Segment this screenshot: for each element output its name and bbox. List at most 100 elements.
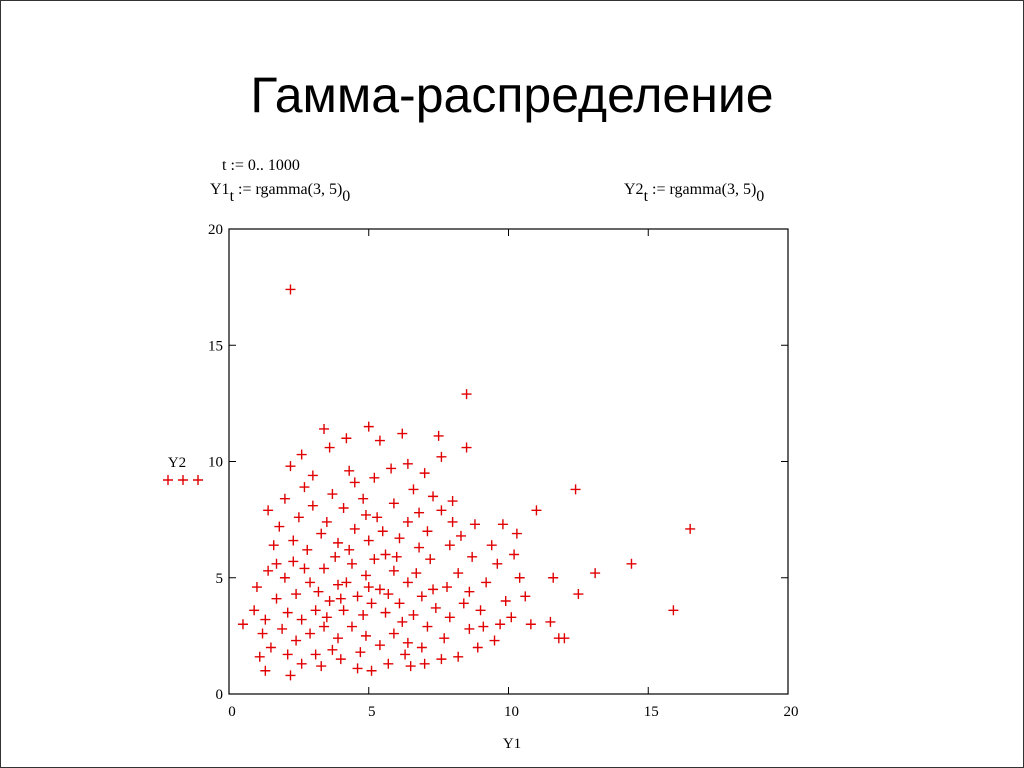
point [402, 458, 413, 469]
point [341, 577, 352, 588]
point [346, 558, 357, 569]
point [374, 435, 385, 446]
x-axis-label: Y1 [503, 736, 521, 752]
point [428, 584, 439, 595]
point [324, 596, 335, 606]
point [500, 596, 511, 606]
point [377, 526, 388, 537]
point [274, 521, 285, 532]
point [419, 468, 430, 479]
point [366, 665, 377, 676]
point [279, 572, 290, 583]
point [265, 642, 276, 653]
point [288, 556, 299, 567]
point [260, 614, 271, 625]
legend-marker [178, 475, 188, 485]
point [461, 442, 472, 453]
point [447, 496, 458, 507]
point [419, 658, 430, 669]
point [366, 598, 377, 609]
point [291, 635, 302, 646]
point [313, 586, 324, 597]
point [360, 570, 371, 581]
point [282, 649, 293, 660]
point [408, 609, 419, 620]
point [237, 619, 248, 630]
point [397, 428, 408, 439]
point [495, 619, 506, 630]
point [363, 535, 374, 546]
point [388, 498, 399, 509]
point [433, 430, 444, 441]
point [279, 493, 290, 504]
point [531, 505, 542, 516]
point [525, 619, 536, 630]
point [346, 621, 357, 632]
point [467, 551, 478, 562]
point [363, 421, 374, 432]
point [369, 472, 380, 483]
point [464, 586, 475, 597]
point [442, 582, 453, 593]
point [453, 651, 464, 662]
point [545, 616, 556, 627]
point [341, 433, 352, 444]
point [352, 591, 363, 602]
formula-index: t [644, 188, 649, 205]
point [291, 589, 302, 600]
point [310, 605, 321, 616]
point [436, 451, 447, 462]
point [668, 605, 679, 616]
point [335, 654, 346, 665]
point [277, 623, 288, 634]
point [461, 389, 472, 400]
formula-index: 0 [342, 188, 350, 205]
point [327, 489, 338, 500]
point [455, 530, 466, 541]
point [548, 572, 559, 583]
point [590, 568, 601, 579]
point [430, 602, 441, 613]
legend-marker [193, 475, 203, 485]
point [321, 612, 332, 623]
point [249, 605, 260, 616]
point [358, 493, 369, 504]
point [319, 621, 330, 632]
point [436, 654, 447, 665]
point [458, 598, 469, 609]
point [464, 623, 475, 634]
point [626, 558, 637, 569]
point [383, 658, 394, 669]
point [369, 554, 380, 565]
point [374, 584, 385, 595]
point [489, 635, 500, 646]
formula: Y1t := rgamma(3, 5)0 [210, 181, 350, 205]
point [293, 512, 304, 523]
formula-text: := rgamma(3, 5) [234, 181, 342, 198]
point [402, 577, 413, 588]
point [307, 500, 318, 511]
y-tick-label: 15 [208, 338, 223, 354]
formula: Y2t := rgamma(3, 5)0 [624, 181, 764, 205]
point [486, 540, 497, 551]
formula-text: t := 0.. 1000 [222, 157, 300, 174]
point [360, 509, 371, 520]
point [263, 565, 274, 576]
point [416, 642, 427, 653]
point [414, 542, 425, 553]
point [408, 484, 419, 495]
point [397, 616, 408, 627]
point [497, 519, 508, 530]
point [511, 528, 522, 539]
point [338, 503, 349, 513]
point [257, 628, 268, 639]
point [296, 658, 307, 669]
point [475, 605, 486, 616]
point [400, 649, 411, 660]
point [374, 640, 385, 651]
point [411, 568, 422, 579]
point [444, 612, 455, 623]
point [335, 593, 346, 604]
point [506, 612, 517, 623]
